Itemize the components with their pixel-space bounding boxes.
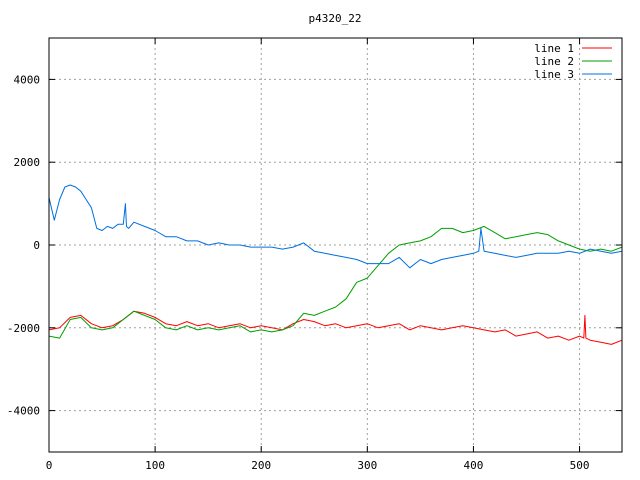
series-lines [48,184,623,345]
x-tick-label: 100 [145,459,165,472]
legend-label: line 1 [534,42,574,55]
series-line-3 [48,184,623,269]
x-tick-label: 300 [357,459,377,472]
y-tick-label: 4000 [14,73,41,86]
y-tick-label: 2000 [14,156,41,169]
legend-label: line 2 [534,55,574,68]
axis-ticks: 0 100 200 300 400 500 -4000 -2000 0 2000 4000 [7,38,622,472]
x-tick-label: 0 [46,459,53,472]
x-tick-label: 200 [251,459,271,472]
series-line-2 [48,225,623,339]
y-tick-label: -2000 [7,322,40,335]
x-tick-label: 400 [464,459,484,472]
y-tick-label: -4000 [7,405,40,418]
x-tick-label: 500 [570,459,590,472]
y-tick-label: 0 [33,239,40,252]
series-line-1 [48,310,623,345]
chart-title: p4320_22 [309,12,362,25]
grid-lines [49,38,622,452]
legend-label: line 3 [534,68,574,81]
